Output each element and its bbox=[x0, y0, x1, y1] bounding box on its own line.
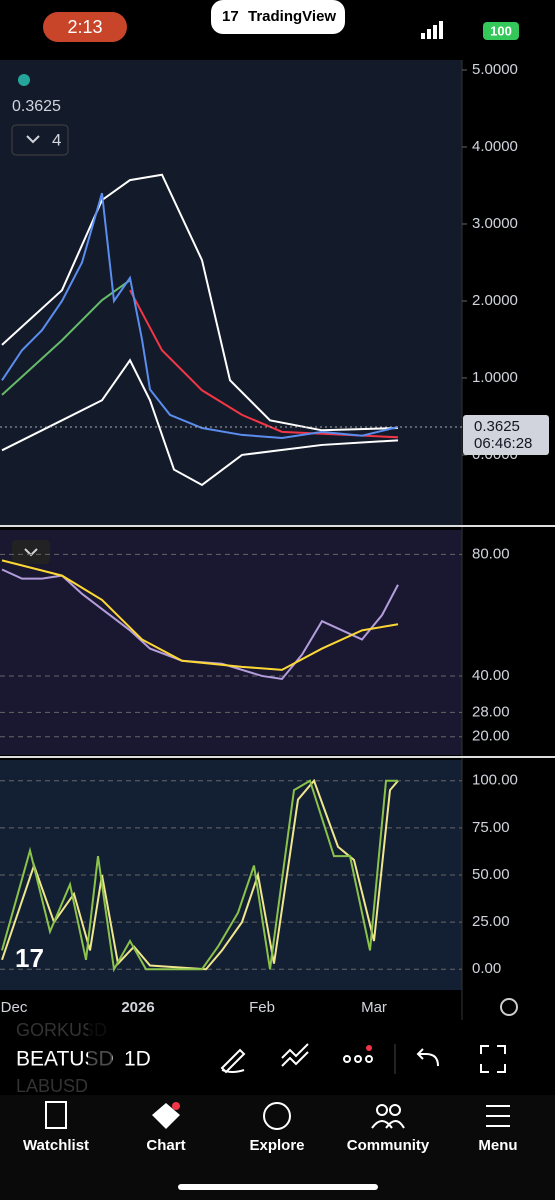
community-icon bbox=[371, 1104, 405, 1129]
more-icon[interactable] bbox=[343, 1055, 373, 1063]
status-time: 2:13 bbox=[67, 17, 102, 37]
symbol-below: LABUSD bbox=[16, 1076, 88, 1096]
y-tick-label: 1.0000 bbox=[472, 369, 518, 386]
series-line bbox=[1, 173, 399, 432]
y-tick-label: 0.00 bbox=[472, 960, 501, 977]
y-tick-label: 80.00 bbox=[472, 545, 510, 562]
series-line bbox=[1, 358, 399, 487]
tab-label[interactable]: Watchlist bbox=[23, 1137, 89, 1154]
indicators-icon[interactable] bbox=[281, 1043, 309, 1067]
y-tick-label: 28.00 bbox=[472, 703, 510, 720]
time-pill bbox=[43, 12, 127, 42]
y-tick-label: 75.00 bbox=[472, 819, 510, 836]
watchlist-icon bbox=[45, 1101, 67, 1129]
status-dot bbox=[18, 74, 30, 86]
indicator-toggle[interactable] bbox=[11, 124, 69, 156]
y-tick-label: 2.0000 bbox=[472, 292, 518, 309]
fade bbox=[88, 1022, 112, 1094]
home-indicator bbox=[178, 1184, 378, 1190]
draw-icon[interactable] bbox=[220, 1048, 246, 1074]
tab-label[interactable]: Chart bbox=[146, 1137, 185, 1154]
pane-toggle[interactable] bbox=[12, 540, 50, 564]
y-tick-label: 50.00 bbox=[472, 866, 510, 883]
stoch-panel bbox=[0, 760, 462, 990]
undo-icon[interactable] bbox=[416, 1048, 439, 1067]
chart-icon bbox=[152, 1103, 180, 1129]
badge bbox=[366, 1045, 372, 1051]
price-panel bbox=[0, 60, 462, 525]
badge bbox=[172, 1102, 180, 1110]
series-line bbox=[1, 279, 131, 396]
y-tick-label: 100.00 bbox=[472, 772, 518, 789]
rsi-panel bbox=[0, 530, 462, 755]
y-tick-label: 4.0000 bbox=[472, 138, 518, 155]
tab-label[interactable]: Community bbox=[347, 1137, 430, 1154]
timeframe[interactable]: 1D bbox=[124, 1048, 151, 1071]
x-tick-label: Mar bbox=[361, 999, 387, 1016]
y-tick-label: 40.00 bbox=[472, 667, 510, 684]
tab-label[interactable]: Explore bbox=[249, 1137, 304, 1154]
y-tick-label: 3.0000 bbox=[472, 215, 518, 232]
battery-level: 100 bbox=[490, 23, 512, 38]
y-tick-label: 5.0000 bbox=[472, 61, 518, 78]
explore-icon bbox=[263, 1102, 291, 1130]
signal bbox=[421, 21, 443, 39]
fullscreen-icon[interactable] bbox=[480, 1045, 506, 1073]
price-readout: 0.3625 bbox=[12, 98, 61, 115]
series-line bbox=[1, 779, 398, 973]
symbol-above: GORKUSD bbox=[16, 1020, 107, 1040]
tab-label[interactable]: Menu bbox=[478, 1137, 517, 1154]
price-tag-countdown: 06:46:28 bbox=[474, 435, 532, 452]
app-name: TradingView bbox=[248, 8, 336, 25]
settings-icon[interactable] bbox=[500, 998, 518, 1016]
y-tick-label: 25.00 bbox=[472, 913, 510, 930]
menu-icon bbox=[486, 1105, 510, 1127]
x-tick-label: Dec bbox=[1, 999, 28, 1016]
price-tag bbox=[463, 415, 549, 456]
indicator-count: 4 bbox=[52, 130, 61, 149]
battery bbox=[483, 22, 519, 40]
price-tag-value: 0.3625 bbox=[474, 418, 520, 435]
app-logo: 17 bbox=[222, 8, 239, 25]
series-line bbox=[1, 559, 399, 671]
x-tick-label: Feb bbox=[249, 999, 275, 1016]
series-line bbox=[1, 192, 399, 440]
y-tick-label: 20.00 bbox=[472, 728, 510, 745]
x-tick-label: 2026 bbox=[121, 999, 154, 1016]
app-pill bbox=[211, 0, 345, 34]
series-line bbox=[129, 289, 399, 439]
tab-bar bbox=[0, 1095, 555, 1200]
chevron bbox=[26, 135, 40, 144]
watermark: 17 bbox=[15, 943, 44, 973]
chevron bbox=[24, 548, 38, 557]
